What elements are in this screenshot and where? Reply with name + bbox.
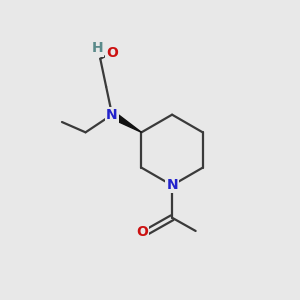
Polygon shape [110, 111, 142, 132]
Text: O: O [136, 225, 148, 239]
Text: N: N [166, 178, 178, 192]
Text: H: H [92, 41, 103, 56]
Text: N: N [106, 108, 118, 122]
Text: O: O [106, 46, 118, 60]
